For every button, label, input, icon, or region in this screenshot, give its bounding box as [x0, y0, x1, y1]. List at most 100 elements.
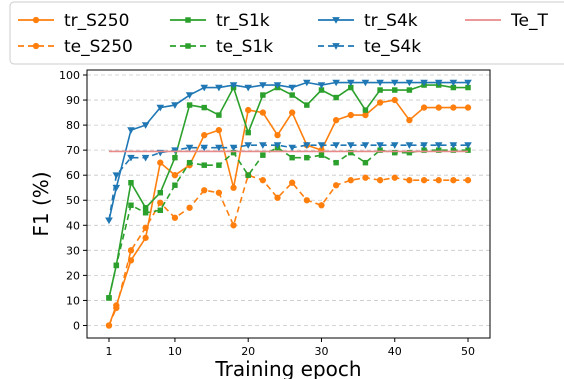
data-point	[200, 84, 209, 92]
legend-box	[9, 1, 564, 65]
y-tick-label: 40	[66, 219, 80, 232]
y-tick-label: 10	[66, 294, 80, 307]
data-point	[105, 217, 113, 225]
data-point	[259, 82, 267, 89]
data-point	[420, 79, 428, 87]
data-point	[449, 79, 458, 87]
x-tick-label: 20	[241, 345, 255, 358]
data-point	[318, 87, 325, 93]
data-point	[112, 172, 121, 179]
data-point	[273, 82, 282, 89]
data-point	[245, 106, 252, 114]
y-tick-label: 50	[66, 194, 80, 207]
data-point	[464, 142, 472, 149]
data-point	[185, 92, 194, 99]
y-tick-label: 60	[66, 169, 80, 182]
data-point	[420, 104, 428, 111]
legend-label: te_S250	[64, 37, 133, 57]
data-point	[405, 79, 414, 87]
data-point	[362, 174, 369, 181]
data-point	[128, 202, 134, 208]
data-point	[244, 142, 252, 149]
data-point	[215, 189, 223, 196]
data-point	[317, 142, 326, 149]
series-te_S250	[105, 172, 472, 329]
series-te_S4k	[105, 142, 472, 225]
data-point	[377, 87, 383, 93]
data-point	[172, 182, 178, 188]
series-line	[108, 174, 469, 326]
data-point	[376, 79, 384, 87]
data-point	[434, 79, 443, 87]
series-layer	[105, 79, 472, 329]
data-point	[406, 177, 413, 184]
series-te_S1k	[106, 144, 471, 301]
data-point	[274, 194, 281, 201]
data-point	[105, 322, 113, 329]
data-point	[332, 142, 340, 149]
data-point	[142, 234, 149, 241]
legend-item-tr_S4k: tr_S4k	[318, 11, 418, 31]
data-point	[450, 147, 457, 153]
axes: 1 10 20 30 40 50 0 10 20 30 40 50 60 70 80 90 100	[59, 69, 491, 358]
data-point	[390, 79, 399, 87]
data-point	[392, 149, 398, 156]
legend-item-te_S250: te_S250	[18, 37, 133, 57]
data-point	[318, 152, 325, 158]
data-point	[289, 92, 295, 98]
data-point	[376, 99, 384, 106]
data-point	[391, 96, 398, 104]
data-point	[449, 142, 458, 149]
x-tick-label: 50	[461, 345, 475, 358]
data-point	[172, 154, 178, 161]
data-point	[377, 147, 383, 153]
data-point	[142, 224, 149, 231]
legend-item-te_S1k: te_S1k	[170, 37, 273, 57]
data-point	[289, 109, 296, 116]
data-point	[391, 174, 398, 181]
data-point	[420, 142, 428, 149]
data-point	[215, 84, 223, 92]
data-point	[157, 207, 164, 213]
data-point	[289, 154, 295, 161]
data-point	[304, 154, 310, 161]
y-tick-label: 30	[66, 244, 80, 257]
data-point	[303, 197, 310, 204]
grid-lines	[87, 74, 490, 326]
data-point	[390, 142, 399, 149]
data-point	[361, 79, 370, 87]
data-point	[376, 142, 384, 149]
data-point	[157, 159, 164, 166]
data-point	[106, 295, 112, 301]
data-point	[362, 159, 369, 166]
legend-marker	[332, 17, 340, 24]
legend-item-tr_S250: tr_S250	[18, 11, 129, 31]
data-point	[171, 102, 179, 109]
legend-item-te_S4k: te_S4k	[318, 37, 421, 57]
legend: tr_S250 tr_S1k tr_S4k Te_T te_S250 te_S1k te_S…	[9, 1, 564, 65]
y-tick-label: 20	[66, 269, 80, 282]
data-point	[141, 122, 150, 129]
legend-label: te_S4k	[364, 37, 421, 57]
data-point	[127, 247, 135, 254]
data-point	[216, 112, 222, 118]
series-line	[108, 144, 469, 221]
data-point	[332, 116, 340, 124]
data-point	[157, 189, 164, 196]
data-point	[362, 111, 369, 119]
data-point	[230, 222, 237, 229]
series-line	[108, 81, 469, 221]
y-tick-label: 100	[59, 69, 80, 82]
data-point	[216, 162, 222, 168]
data-point	[260, 152, 266, 158]
data-point	[142, 205, 149, 211]
data-point	[464, 79, 472, 87]
data-point	[420, 177, 428, 184]
data-point	[141, 154, 150, 162]
legend-label: tr_S1k	[216, 11, 270, 31]
data-point	[245, 172, 251, 178]
data-point	[127, 154, 135, 162]
data-point	[392, 87, 398, 93]
x-tick-label: 30	[314, 345, 328, 358]
data-point	[333, 159, 339, 166]
